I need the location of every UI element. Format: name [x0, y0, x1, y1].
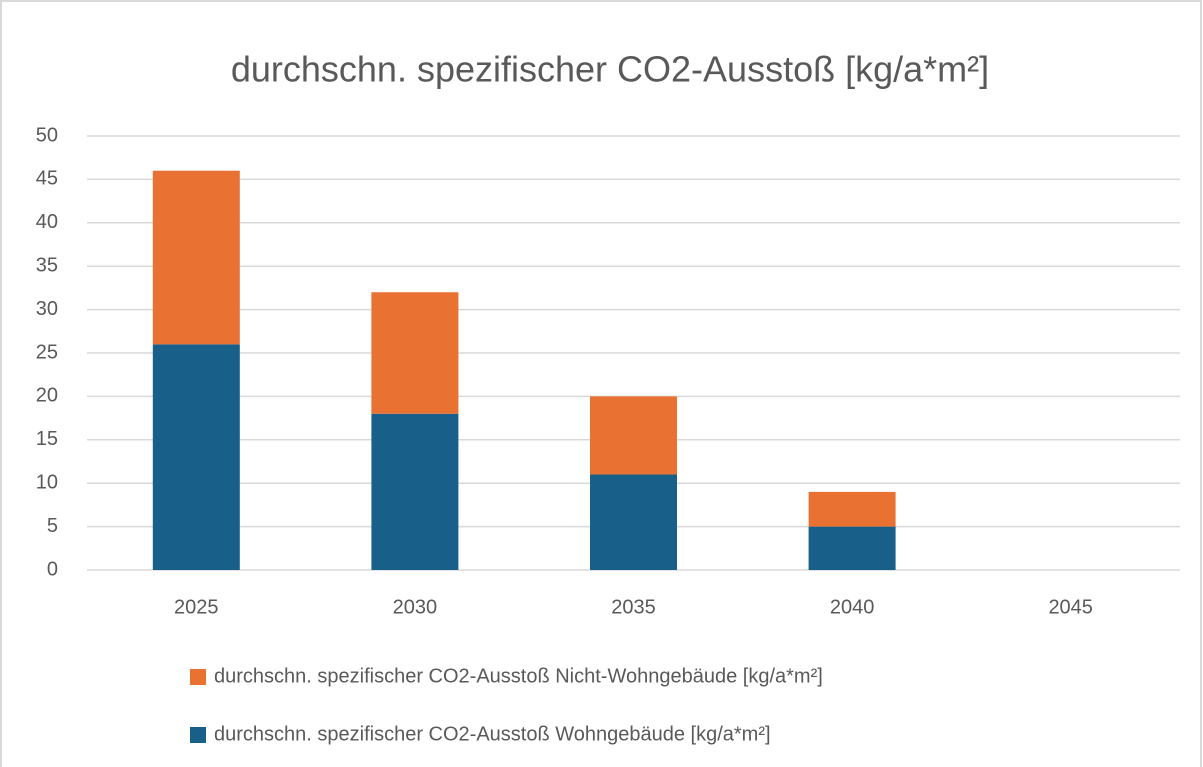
x-tick-label: 2035 — [611, 596, 656, 618]
legend-label: durchschn. spezifischer CO2-Ausstoß Wohn… — [214, 723, 771, 745]
y-tick-label: 50 — [36, 124, 58, 146]
y-tick-label: 25 — [36, 341, 58, 363]
y-tick-label: 15 — [36, 428, 58, 450]
y-tick-label: 0 — [47, 558, 58, 580]
x-tick-label: 2030 — [393, 596, 438, 618]
bar-segment — [590, 396, 677, 475]
y-tick-label: 5 — [47, 515, 58, 537]
bar-segment — [152, 344, 240, 570]
chart-title: durchschn. spezifischer CO2-Ausstoß [kg/… — [231, 49, 989, 90]
y-tick-label: 35 — [36, 254, 58, 276]
bar-segment — [152, 170, 240, 345]
legend-swatch — [190, 669, 206, 685]
legend-swatch — [190, 727, 206, 743]
bar-segment — [590, 474, 677, 570]
legend-label: durchschn. spezifischer CO2-Ausstoß Nich… — [214, 665, 823, 687]
x-tick-label: 2045 — [1048, 596, 1093, 618]
x-tick-label: 2025 — [174, 596, 219, 618]
y-tick-label: 10 — [36, 471, 58, 493]
bar-segment — [808, 526, 896, 570]
bar-segment — [371, 413, 459, 570]
y-tick-label: 30 — [36, 298, 58, 320]
x-tick-label: 2040 — [830, 596, 875, 618]
y-tick-label: 45 — [36, 168, 58, 190]
bar-segment — [371, 292, 459, 414]
bar-segment — [808, 491, 896, 527]
y-tick-label: 40 — [36, 211, 58, 233]
y-tick-label: 20 — [36, 385, 58, 407]
